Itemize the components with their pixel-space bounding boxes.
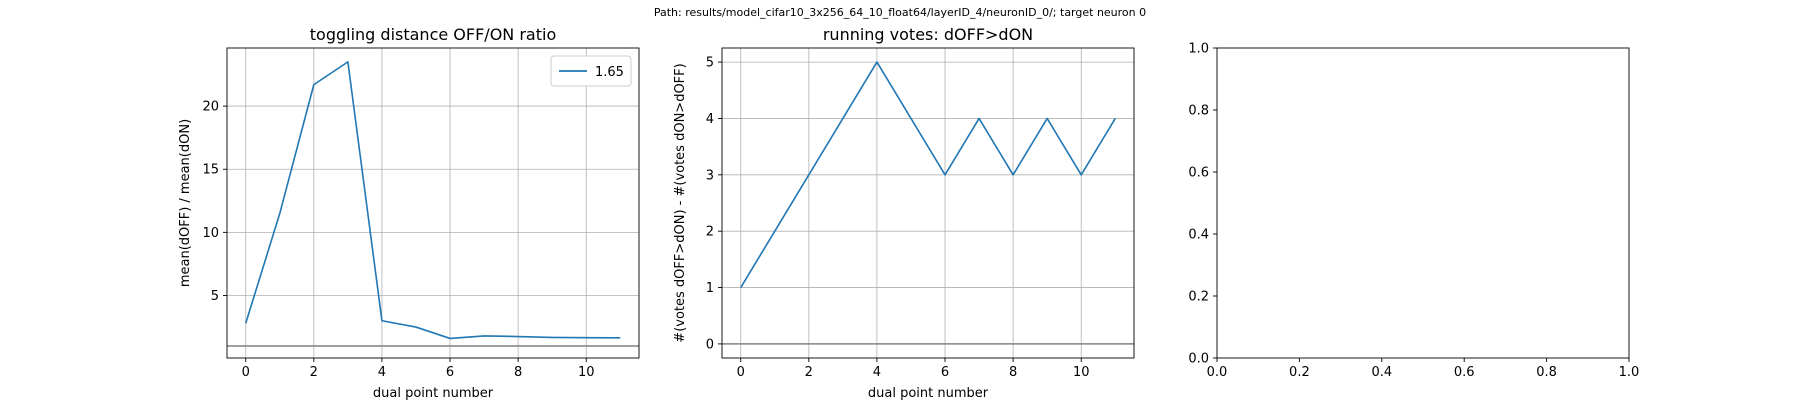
x-tick-label: 0.0 <box>1207 365 1228 380</box>
axes-frame <box>226 47 640 359</box>
y-tick-label: 0.0 <box>1188 352 1209 367</box>
x-tick-label: 0 <box>737 365 745 380</box>
legend: 1.65 <box>550 55 632 87</box>
legend-box <box>550 55 632 87</box>
y-tick-label: 0.2 <box>1188 290 1209 305</box>
x-tick-label: 0.8 <box>1536 365 1557 380</box>
y-tick-label: 0.8 <box>1188 104 1209 119</box>
y-tick-label: 0.4 <box>1188 228 1209 243</box>
x-tick-label: 4 <box>873 365 881 380</box>
x-tick-label: 1.0 <box>1619 365 1640 380</box>
axes-frame <box>1216 47 1630 359</box>
y-tick-label: 1.0 <box>1188 42 1209 57</box>
y-tick-label: 20 <box>202 100 219 115</box>
y-tick-label: 10 <box>202 226 219 241</box>
series-line <box>740 61 1116 288</box>
y-tick-label: 1 <box>706 281 714 296</box>
axes-frame <box>721 47 1135 359</box>
chart-title: running votes: dOFF>dON <box>823 25 1033 44</box>
x-tick-label: 0.2 <box>1289 365 1310 380</box>
y-axis-label: mean(dOFF) / mean(dON) <box>178 119 193 287</box>
figure-suptitle: Path: results/model_cifar10_3x256_64_10_… <box>654 6 1146 19</box>
y-tick-label: 3 <box>706 168 714 183</box>
x-tick-label: 6 <box>446 365 454 380</box>
x-tick-label: 8 <box>514 365 522 380</box>
y-axis-label: #(votes dOFF>dON) - #(votes dON>dOFF) <box>673 63 688 342</box>
legend-label: 1.65 <box>595 65 624 80</box>
x-tick-label: 0.4 <box>1371 365 1392 380</box>
y-tick-label: 15 <box>202 163 219 178</box>
x-tick-label: 8 <box>1009 365 1017 380</box>
chart-ratio: 0 2 4 6 8 10 5 10 15 20 toggling distance OFF/ON r… <box>178 25 640 400</box>
x-tick-label: 4 <box>378 365 386 380</box>
y-tick-label: 0.6 <box>1188 166 1209 181</box>
series-line <box>244 61 621 340</box>
x-tick-label: 0.6 <box>1454 365 1475 380</box>
x-axis-label: dual point number <box>373 386 494 400</box>
x-tick-label: 10 <box>1073 365 1090 380</box>
x-tick-label: 2 <box>310 365 318 380</box>
x-tick-label: 10 <box>578 365 595 380</box>
x-tick-label: 6 <box>941 365 949 380</box>
y-tick-label: 4 <box>706 112 714 127</box>
chart-empty: 0.0 0.2 0.4 0.6 0.8 1.0 0.0 0.2 0.4 0.6 0.8 1.0 <box>1188 42 1639 381</box>
chart-votes: 0 2 4 6 8 10 0 1 2 3 4 5 running votes: dOFF>dON dual… <box>673 25 1135 400</box>
x-tick-label: 0 <box>242 365 250 380</box>
x-tick-label: 2 <box>805 365 813 380</box>
y-tick-label: 5 <box>706 56 714 71</box>
y-tick-label: 0 <box>706 337 714 352</box>
y-tick-label: 2 <box>706 225 714 240</box>
chart-title: toggling distance OFF/ON ratio <box>310 25 556 44</box>
x-axis-label: dual point number <box>868 386 989 400</box>
y-tick-label: 5 <box>211 289 219 304</box>
